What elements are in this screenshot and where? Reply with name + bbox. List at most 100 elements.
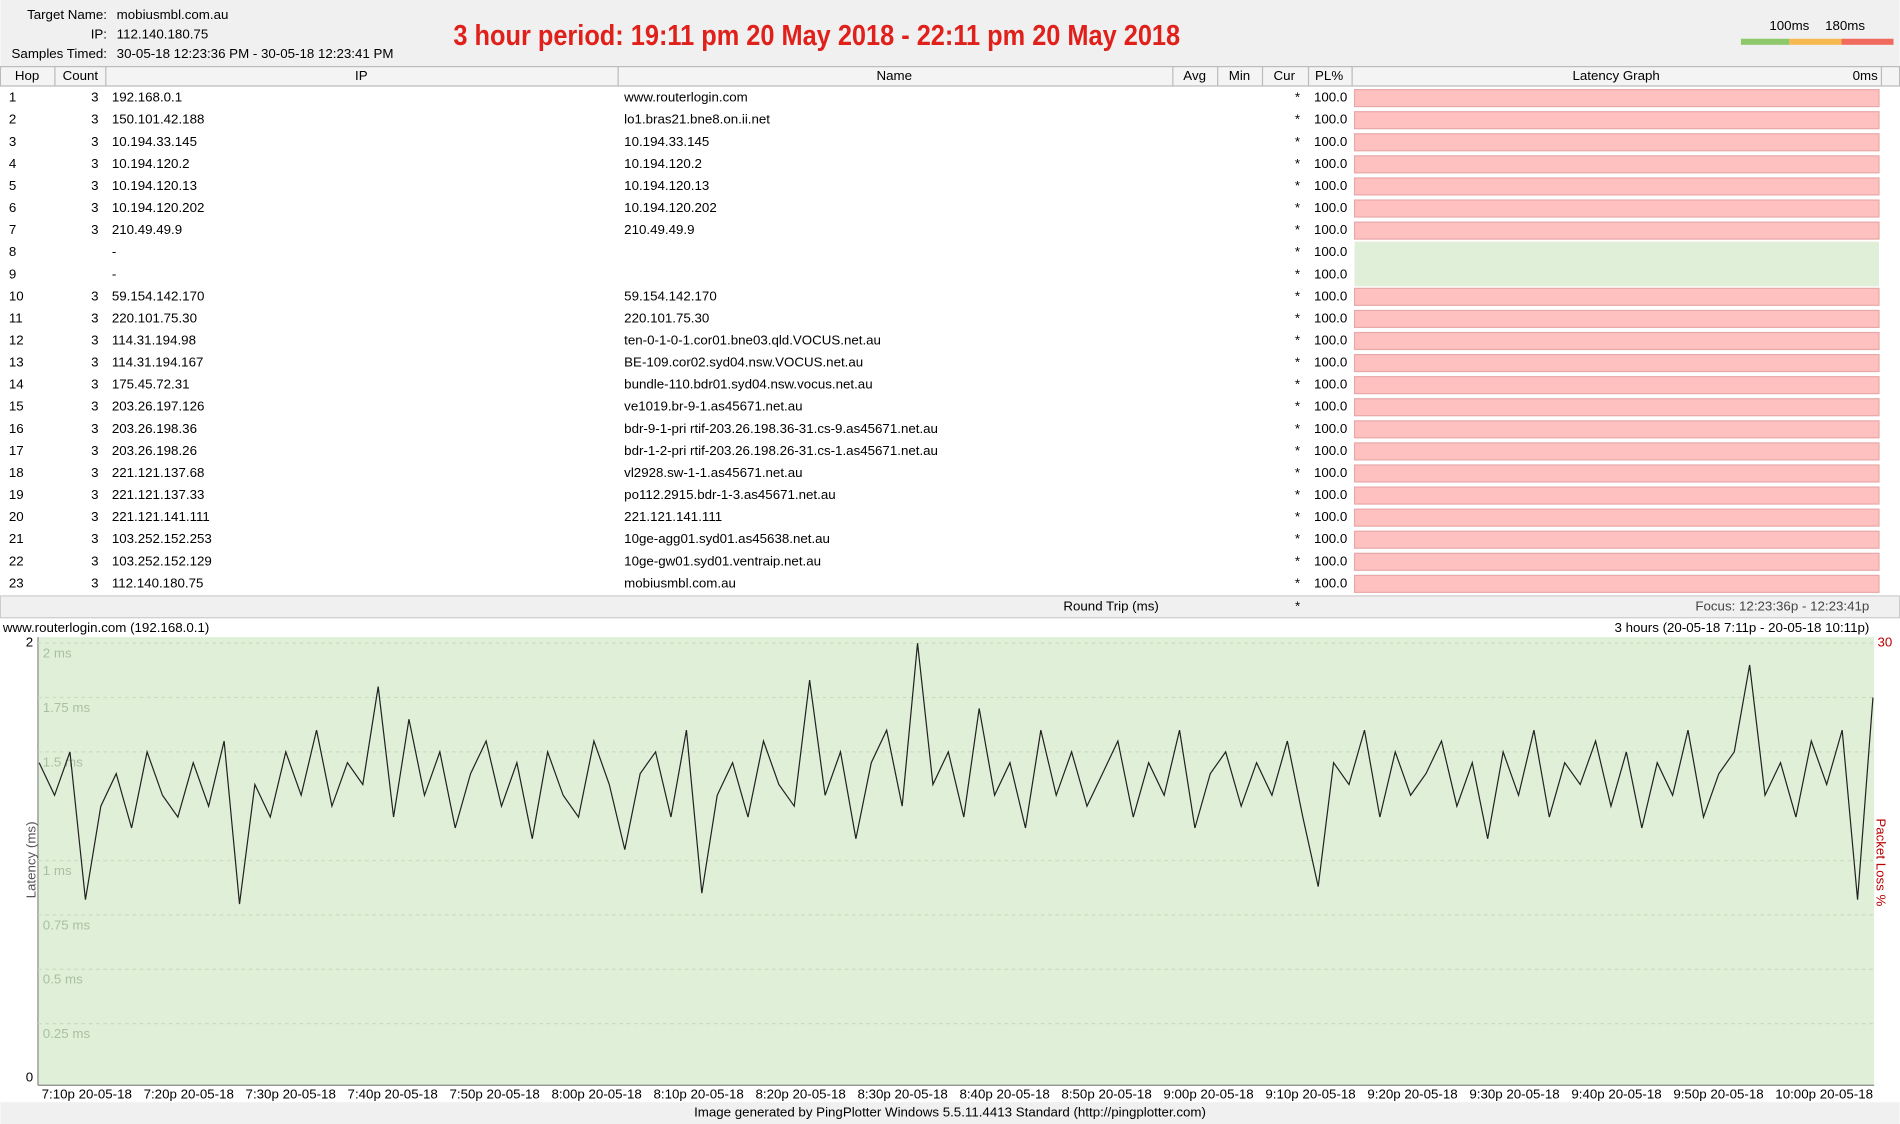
x-tick-label: 7:40p 20-05-18 xyxy=(348,1086,438,1101)
packet-loss: 100.0 xyxy=(1314,575,1347,590)
legend-green xyxy=(1740,38,1790,45)
latency-cell xyxy=(1354,263,1879,287)
cur: * xyxy=(1295,465,1300,480)
cur: * xyxy=(1295,178,1300,193)
x-tick-label: 7:10p 20-05-18 xyxy=(42,1086,132,1101)
count: 3 xyxy=(91,178,98,193)
legend-orange xyxy=(1789,38,1842,45)
x-tick-label: 9:20p 20-05-18 xyxy=(1367,1086,1457,1101)
ip: - xyxy=(112,266,116,281)
x-tick-label: 8:40p 20-05-18 xyxy=(959,1086,1049,1101)
x-tick-label: 10:00p 20-05-18 xyxy=(1775,1086,1873,1101)
packet-loss: 100.0 xyxy=(1314,377,1347,392)
ip: 203.26.198.26 xyxy=(112,443,197,458)
cur: * xyxy=(1295,509,1300,524)
ip: 103.252.152.129 xyxy=(112,553,212,568)
count: 3 xyxy=(91,355,98,370)
column-header: IP xyxy=(355,68,368,83)
hop: 5 xyxy=(9,178,16,193)
name: 10ge-gw01.syd01.ventraip.net.au xyxy=(624,553,821,568)
latency-cell xyxy=(1353,89,1880,108)
ip: 203.26.197.126 xyxy=(112,399,205,414)
x-tick-label: 8:20p 20-05-18 xyxy=(755,1086,845,1101)
x-tick-label: 7:30p 20-05-18 xyxy=(246,1086,336,1101)
target-name: mobiusmbl.com.au xyxy=(117,7,229,22)
name: 10.194.33.145 xyxy=(624,134,709,149)
ip-label: IP: xyxy=(91,27,107,42)
count: 3 xyxy=(91,421,98,436)
ip: 112.140.180.75 xyxy=(112,575,204,590)
y-tick-label: 0.25 ms xyxy=(43,1026,91,1041)
ip: 10.194.120.202 xyxy=(112,200,205,215)
hop: 13 xyxy=(9,355,24,370)
ip: 112.140.180.75 xyxy=(117,27,209,42)
graph-scale: 0ms xyxy=(1853,68,1878,83)
x-tick-label: 9:00p 20-05-18 xyxy=(1163,1086,1253,1101)
count: 3 xyxy=(91,222,98,237)
y2-label: Packet Loss % xyxy=(1874,818,1889,906)
latency-cell xyxy=(1353,486,1880,505)
footer-cur: * xyxy=(1295,598,1300,613)
latency-line xyxy=(38,643,1874,905)
legend-label: 100ms xyxy=(1769,18,1809,33)
name: 59.154.142.170 xyxy=(624,288,717,303)
hop: 6 xyxy=(9,200,16,215)
hop: 19 xyxy=(9,487,24,502)
count: 3 xyxy=(91,487,98,502)
cur: * xyxy=(1295,134,1300,149)
samples-label: Samples Timed: xyxy=(12,46,107,61)
ip: 192.168.0.1 xyxy=(112,90,182,105)
cur: * xyxy=(1295,90,1300,105)
footer: Image generated by PingPlotter Windows 5… xyxy=(694,1105,1206,1120)
hop: 11 xyxy=(9,310,23,325)
latency-cell xyxy=(1353,199,1880,218)
hop: 21 xyxy=(9,531,24,546)
y-tick-label: 1.75 ms xyxy=(43,700,91,715)
column-header: Cur xyxy=(1274,68,1296,83)
ip: 220.101.75.30 xyxy=(112,310,197,325)
y-axis-max: 2 xyxy=(26,635,33,650)
y-label: Latency (ms) xyxy=(23,821,38,898)
count: 3 xyxy=(91,112,98,127)
ip: 10.194.120.13 xyxy=(112,178,197,193)
name: bundle-110.bdr01.syd04.nsw.vocus.net.au xyxy=(624,377,872,392)
ip: 221.121.141.111 xyxy=(112,509,210,524)
cur: * xyxy=(1295,399,1300,414)
hop: 8 xyxy=(9,244,16,259)
ip: 150.101.42.188 xyxy=(112,112,205,127)
packet-loss: 100.0 xyxy=(1314,487,1347,502)
latency-cell xyxy=(1353,133,1880,152)
hop: 17 xyxy=(9,443,24,458)
ip: 203.26.198.36 xyxy=(112,421,197,436)
ip: 10.194.33.145 xyxy=(112,134,197,149)
x-tick-label: 8:00p 20-05-18 xyxy=(552,1086,642,1101)
name: 10ge-agg01.syd01.as45638.net.au xyxy=(624,531,830,546)
hop: 23 xyxy=(9,575,24,590)
packet-loss: 100.0 xyxy=(1314,333,1347,348)
count: 3 xyxy=(91,465,98,480)
x-tick-label: 9:30p 20-05-18 xyxy=(1469,1086,1559,1101)
count: 3 xyxy=(91,134,98,149)
column-header: Min xyxy=(1229,68,1250,83)
count: 3 xyxy=(91,200,98,215)
x-tick-label: 7:50p 20-05-18 xyxy=(450,1086,540,1101)
latency-cell xyxy=(1353,221,1880,240)
x-tick-label: 8:50p 20-05-18 xyxy=(1061,1086,1151,1101)
name: 221.121.141.111 xyxy=(624,509,722,524)
count: 3 xyxy=(91,156,98,171)
cur: * xyxy=(1295,487,1300,502)
name: 10.194.120.13 xyxy=(624,178,709,193)
ip: 221.121.137.68 xyxy=(112,465,205,480)
count: 3 xyxy=(91,90,98,105)
packet-loss: 100.0 xyxy=(1314,200,1347,215)
packet-loss: 100.0 xyxy=(1314,178,1347,193)
packet-loss: 100.0 xyxy=(1314,553,1347,568)
count: 3 xyxy=(91,333,98,348)
y-tick-label: 1 ms xyxy=(43,863,72,878)
legend-red xyxy=(1841,38,1894,45)
cur: * xyxy=(1295,288,1300,303)
ip: 103.252.152.253 xyxy=(112,531,212,546)
cur: * xyxy=(1295,333,1300,348)
latency-cell xyxy=(1353,376,1880,395)
